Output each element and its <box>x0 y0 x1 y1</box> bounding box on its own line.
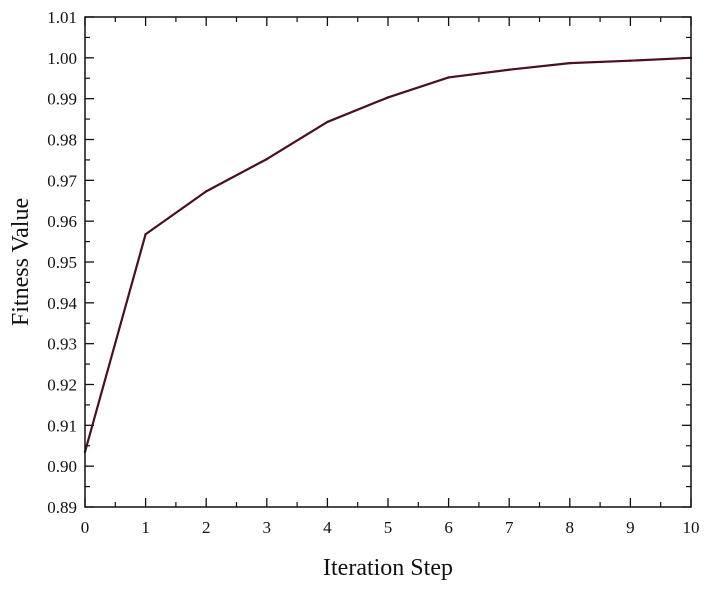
y-axis-tick-labels: 0.89 0.90 0.91 0.92 0.93 0.94 0.95 0.96 0.97 0.98… <box>47 8 77 517</box>
plot-frame <box>84 16 692 508</box>
data-point <box>447 76 450 79</box>
x-tick-label: 7 <box>505 518 514 537</box>
data-point <box>326 120 329 124</box>
data-point <box>386 96 390 99</box>
data-point <box>508 68 511 71</box>
y-tick-label: 0.89 <box>47 498 77 517</box>
y-tick-label: 0.90 <box>47 457 77 476</box>
data-point <box>144 233 147 236</box>
x-tick-label: 9 <box>626 518 635 537</box>
data-point <box>568 61 571 65</box>
fitness-series-line <box>83 56 692 453</box>
y-tick-label: 1.00 <box>47 49 77 68</box>
y-tick-label: 0.95 <box>47 253 77 272</box>
x-tick-label: 0 <box>81 518 90 537</box>
y-tick-label: 0.94 <box>47 294 77 313</box>
data-point <box>629 59 632 62</box>
y-axis-ticks <box>85 16 691 508</box>
x-tick-label: 10 <box>683 518 700 537</box>
y-tick-label: 0.92 <box>47 376 77 395</box>
x-tick-label: 6 <box>444 518 453 537</box>
x-tick-label: 4 <box>323 518 332 537</box>
y-tick-label: 0.96 <box>47 212 77 231</box>
data-point <box>205 190 208 193</box>
x-axis-title: Iteration Step <box>323 555 453 581</box>
series-layer <box>83 56 693 454</box>
y-tick-label: 0.97 <box>47 171 77 190</box>
data-point <box>265 157 268 161</box>
y-tick-label: 0.99 <box>47 90 77 109</box>
x-tick-label: 3 <box>263 518 272 537</box>
x-axis-ticks <box>84 17 692 507</box>
x-tick-label: 5 <box>384 518 393 537</box>
x-tick-label: 1 <box>141 518 150 537</box>
y-tick-label: 0.93 <box>47 335 77 354</box>
y-axis-title: Fitness Value <box>8 198 34 326</box>
x-axis-tick-labels: 0 1 2 3 4 5 6 7 8 9 10 <box>81 518 700 537</box>
y-tick-label: 0.98 <box>47 131 77 150</box>
y-tick-label: 1.01 <box>47 8 77 27</box>
y-tick-label: 0.91 <box>47 416 77 435</box>
x-tick-label: 2 <box>202 518 211 537</box>
x-tick-label: 8 <box>566 518 575 537</box>
